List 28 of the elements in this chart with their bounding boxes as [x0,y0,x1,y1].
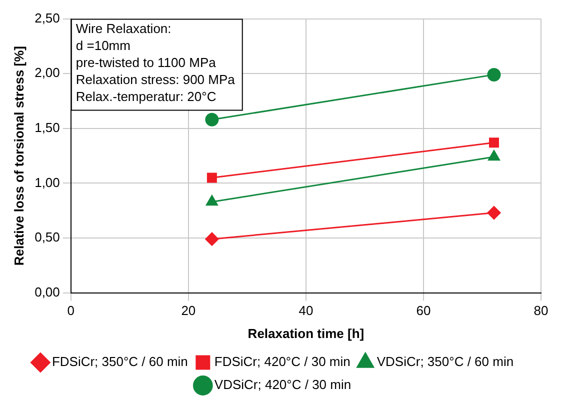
point [205,112,219,126]
legend-label: FDSiCr; 350°C / 60 min [52,354,188,370]
point [489,138,499,148]
legend-label: FDSiCr; 420°C / 30 min [214,354,350,370]
annotation: Wire Relaxation: [76,20,172,36]
y-tick-label: 0,00 [34,284,60,300]
legend-label: VDSiCr; 420°C / 30 min [214,377,352,392]
legend-label: VDSiCr; 350°C / 60 min [376,354,514,370]
x-tick-label: 80 [534,303,548,318]
point [206,172,217,183]
x-tick-label: 40 [298,303,314,318]
y-tick-label: 1,00 [34,174,60,190]
x-tick-label: 60 [416,303,431,318]
point [487,206,501,220]
annotation: Relax.-temperatur: 20°C [76,88,216,104]
x-tick-label: 0 [67,303,75,318]
y-tick-label: 0,50 [34,230,60,245]
annotation: d =10mm [76,38,130,53]
x-tick-label: 20 [181,303,196,318]
y-axis-title: Relative loss of torsional stress [%] [11,46,26,266]
y-tick-label: 1,50 [34,120,60,135]
y-tick-label: 2,00 [34,65,60,80]
annotation: Relaxation stress: 900 MPa [76,72,236,87]
y-tick-label: 2,50 [34,10,60,26]
x-axis-title: Relaxation time [h] [248,326,364,341]
annotation: pre-twisted to 1100 MPa [76,54,217,70]
point [487,68,501,82]
point [205,232,219,246]
